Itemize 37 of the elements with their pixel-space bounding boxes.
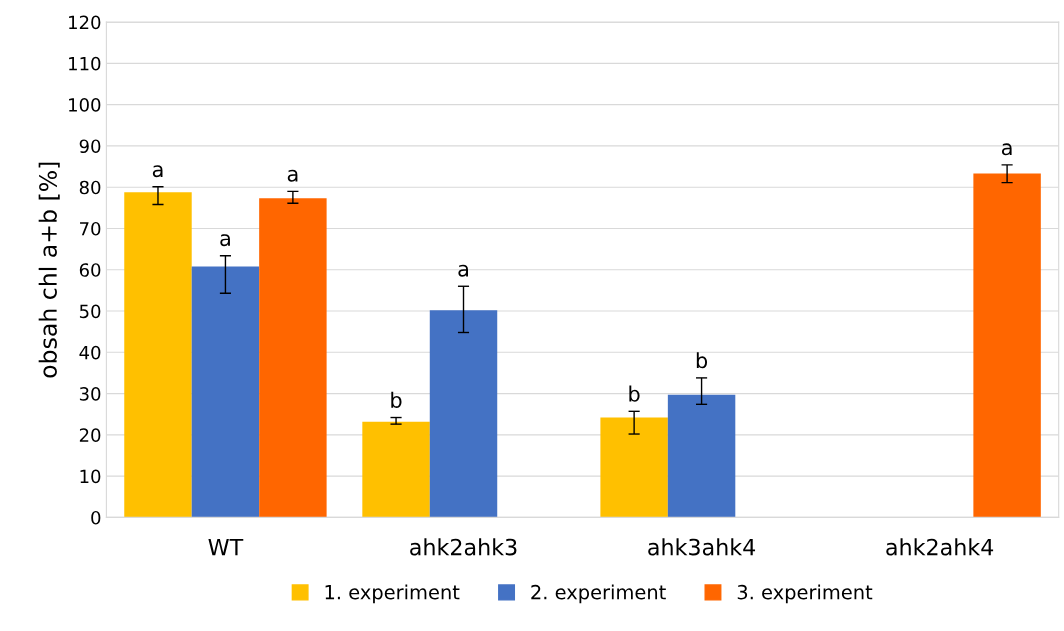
bar [667, 394, 736, 518]
y-tick-label: 0 [91, 510, 101, 525]
data-label: a [458, 264, 468, 277]
y-tick-label: 120 [69, 15, 101, 30]
bar [124, 192, 192, 518]
legend-label: 2. experiment [531, 584, 666, 604]
x-tick-label: ahk2ahk4 [886, 538, 994, 556]
y-tick-label: 80 [79, 180, 101, 195]
y-tick-label: 40 [79, 345, 101, 360]
bar [362, 421, 430, 518]
data-label: a [220, 234, 230, 247]
data-label: a [1001, 143, 1012, 156]
bar [259, 198, 327, 518]
x-tick-label: WT [208, 538, 244, 556]
y-tick-label: 50 [79, 304, 101, 319]
bar [429, 310, 498, 518]
y-tick-label: 70 [80, 221, 101, 236]
bar [600, 417, 668, 518]
legend-label: 3. experiment [737, 584, 873, 604]
data-label: a [287, 169, 298, 182]
data-label: a [152, 165, 163, 178]
y-tick-label: 20 [79, 428, 101, 442]
data-label: b [629, 385, 640, 402]
y-axis-title: obsah chl a+b [%] [38, 162, 60, 378]
y-tick-label: 110 [69, 56, 101, 71]
y-tick-label: 30 [79, 387, 101, 401]
y-tick-label: 60 [79, 263, 101, 277]
data-label: b [391, 391, 402, 408]
y-tick-label: 90 [79, 139, 101, 154]
y-tick-label: 10 [80, 469, 101, 484]
bar [191, 266, 260, 518]
y-tick-label: 100 [69, 98, 101, 112]
data-label: b [696, 352, 708, 369]
bar [973, 173, 1041, 518]
x-tick-label: ahk3ahk4 [648, 538, 756, 556]
x-tick-label: ahk2ahk3 [410, 538, 517, 556]
legend-label: 1. experiment [325, 584, 460, 604]
